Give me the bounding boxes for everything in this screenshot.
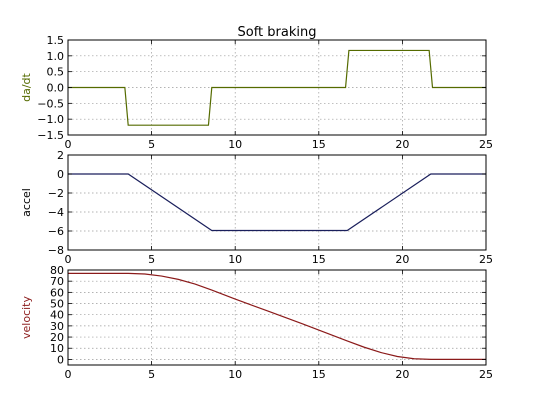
subplot-2-y-tick-label-5: 2 <box>57 149 64 162</box>
subplot-3-axes-frame <box>67 269 487 366</box>
subplot-3-x-tick-label-5: 25 <box>479 368 493 381</box>
subplot-2-y-tick-label-0: −8 <box>48 244 64 257</box>
subplot-1-y-tick-label-4: 0.5 <box>47 66 65 79</box>
subplot-2-x-tick-label-3: 15 <box>312 253 326 266</box>
subplot-2-series-line-0 <box>68 173 486 232</box>
subplot-1-x-tick-label-4: 20 <box>395 138 409 151</box>
subplot-1-x-tick-label-3: 15 <box>312 138 326 151</box>
subplot-2-x-tick-label-5: 25 <box>479 253 493 266</box>
subplot-3-x-tick-label-0: 0 <box>65 368 72 381</box>
subplot-3-y-tick-label-2: 20 <box>50 331 64 344</box>
subplot-1-x-tick-label-2: 10 <box>228 138 242 151</box>
subplot-2-x-tick-label-2: 10 <box>228 253 242 266</box>
subplot-1-y-tick-label-1: −1.0 <box>37 113 64 126</box>
subplot-2-x-tick-label-0: 0 <box>65 253 72 266</box>
subplot-2-y-tick-label-4: 0 <box>57 168 64 181</box>
subplot-3-y-tick-label-0: 0 <box>57 353 64 366</box>
subplot-1-x-tick-label-5: 25 <box>479 138 493 151</box>
subplot-1-series-line-0 <box>68 49 486 126</box>
subplot-2-x-tick-label-1: 5 <box>148 253 155 266</box>
subplot-1-y-tick-label-2: −0.5 <box>37 97 64 110</box>
subplot-2-x-tick-label-4: 20 <box>395 253 409 266</box>
subplot-1-y-tick-label-0: −1.5 <box>37 129 64 142</box>
subplot-3-y-tick-label-1: 10 <box>50 342 64 355</box>
subplot-3-x-tick-label-1: 5 <box>148 368 155 381</box>
subplot-3-y-tick-label-5: 50 <box>50 298 64 311</box>
subplot-2-axes-frame <box>67 154 487 251</box>
subplot-3-y-axis-label: velocity <box>20 296 33 339</box>
subplot-3-x-tick-label-2: 10 <box>228 368 242 381</box>
subplot-3-y-tick-label-8: 80 <box>50 264 64 277</box>
subplot-3-y-tick-label-4: 40 <box>50 309 64 322</box>
subplot-3-series-line-0 <box>68 272 486 361</box>
subplot-3-x-tick-label-3: 15 <box>312 368 326 381</box>
subplot-1-y-tick-label-6: 1.5 <box>47 34 65 47</box>
subplot-1-y-axis-label: da/dt <box>20 72 33 101</box>
subplot-2-y-tick-label-3: −2 <box>48 187 64 200</box>
subplot-1-y-tick-label-3: 0.0 <box>47 82 65 95</box>
subplot-2-y-axis-label: accel <box>20 188 33 217</box>
subplot-1-x-tick-label-1: 5 <box>148 138 155 151</box>
subplot-3-y-tick-label-6: 60 <box>50 286 64 299</box>
subplot-3-x-tick-label-4: 20 <box>395 368 409 381</box>
subplot-1-x-tick-label-0: 0 <box>65 138 72 151</box>
subplot-1-y-tick-label-5: 1.0 <box>47 50 65 63</box>
subplot-2-y-tick-label-2: −4 <box>48 206 64 219</box>
chart-title: Soft braking <box>238 25 317 40</box>
subplot-3-y-tick-label-7: 70 <box>50 275 64 288</box>
subplot-2-y-tick-label-1: −6 <box>48 225 64 238</box>
subplot-3-y-tick-label-3: 30 <box>50 320 64 333</box>
